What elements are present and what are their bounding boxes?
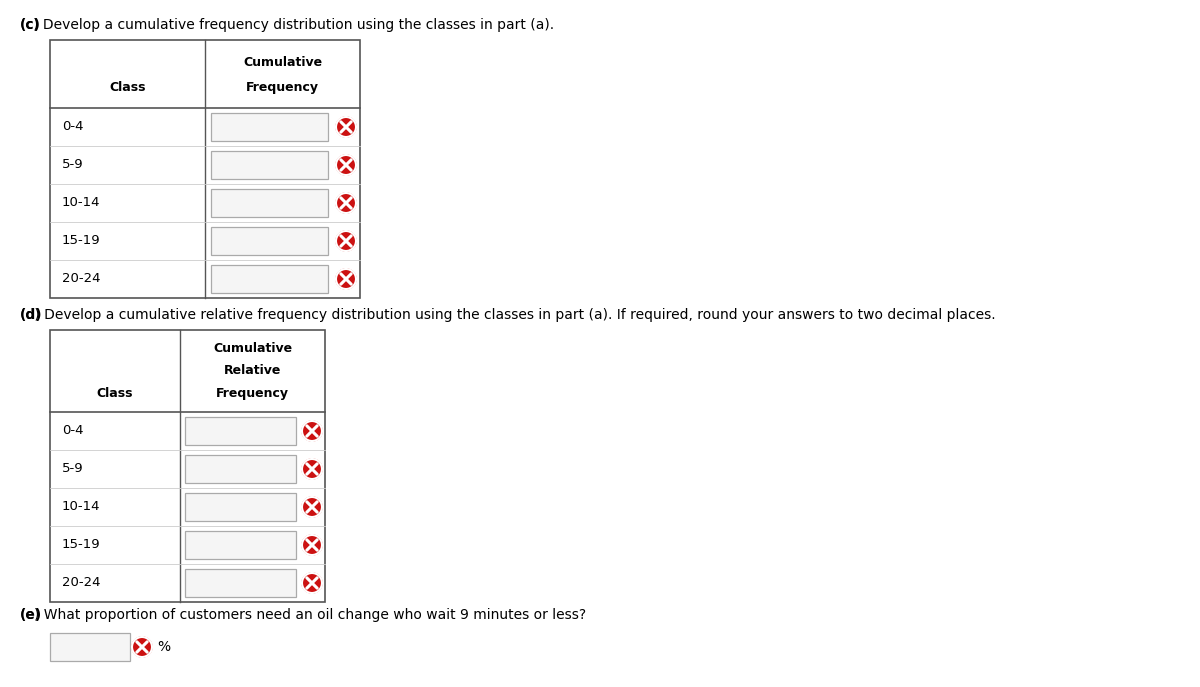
Text: Class: Class <box>109 81 145 94</box>
Bar <box>211 151 328 179</box>
Circle shape <box>336 231 356 251</box>
Text: 5-9: 5-9 <box>62 159 84 172</box>
Text: (d): (d) <box>20 308 43 322</box>
Text: Cumulative: Cumulative <box>212 341 292 354</box>
Text: 10-14: 10-14 <box>62 196 101 210</box>
Text: (e): (e) <box>20 608 42 622</box>
Text: 0-4: 0-4 <box>62 425 84 438</box>
Text: Class: Class <box>97 387 133 401</box>
Text: Cumulative: Cumulative <box>242 56 322 69</box>
Circle shape <box>336 193 356 213</box>
Text: (e) What proportion of customers need an oil change who wait 9 minutes or less?: (e) What proportion of customers need an… <box>20 608 586 622</box>
Bar <box>211 189 328 217</box>
Text: (c): (c) <box>20 18 41 32</box>
Circle shape <box>336 117 356 137</box>
Circle shape <box>336 269 356 289</box>
Text: %: % <box>157 640 170 654</box>
Circle shape <box>302 421 322 441</box>
Circle shape <box>336 155 356 175</box>
Bar <box>185 531 296 559</box>
Bar <box>185 455 296 483</box>
Text: (c) Develop a cumulative frequency distribution using the classes in part (a).: (c) Develop a cumulative frequency distr… <box>20 18 554 32</box>
Text: 20-24: 20-24 <box>62 576 101 589</box>
Bar <box>211 113 328 141</box>
Circle shape <box>302 573 322 593</box>
Text: 10-14: 10-14 <box>62 501 101 513</box>
Circle shape <box>302 535 322 555</box>
Text: Frequency: Frequency <box>246 81 319 94</box>
Bar <box>185 493 296 521</box>
Bar <box>185 417 296 445</box>
Text: Relative: Relative <box>224 365 281 377</box>
Bar <box>211 265 328 293</box>
Circle shape <box>302 497 322 517</box>
Bar <box>50 40 360 298</box>
Text: 20-24: 20-24 <box>62 273 101 286</box>
Text: 15-19: 15-19 <box>62 539 101 552</box>
Bar <box>185 569 296 597</box>
Circle shape <box>132 637 152 657</box>
Text: 15-19: 15-19 <box>62 234 101 247</box>
Bar <box>50 330 325 602</box>
Circle shape <box>302 459 322 479</box>
Bar <box>50 633 130 661</box>
Text: Frequency: Frequency <box>216 387 289 401</box>
Text: 5-9: 5-9 <box>62 462 84 475</box>
Text: (d) Develop a cumulative relative frequency distribution using the classes in pa: (d) Develop a cumulative relative freque… <box>20 308 996 322</box>
Bar <box>211 227 328 255</box>
Text: 0-4: 0-4 <box>62 120 84 133</box>
